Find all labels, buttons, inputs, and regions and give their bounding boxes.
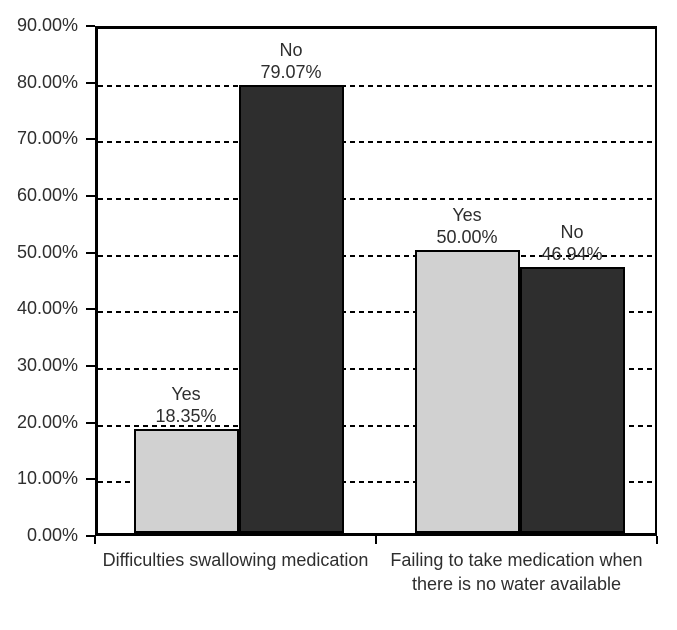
gridline-50 bbox=[98, 254, 655, 257]
y-tick-mark bbox=[86, 478, 95, 481]
gridline-20 bbox=[98, 424, 655, 427]
y-tick-label: 40.00% bbox=[16, 298, 78, 319]
bar-value-label: Yes 18.35% bbox=[111, 383, 261, 427]
gridline-70 bbox=[98, 141, 655, 144]
gridline-40 bbox=[98, 311, 655, 314]
bar-value: 79.07% bbox=[260, 61, 322, 82]
y-tick-label: 0.00% bbox=[26, 525, 78, 545]
x-tick-mark bbox=[656, 536, 658, 544]
gridline-10 bbox=[98, 481, 655, 484]
x-tick-mark bbox=[375, 536, 377, 544]
gridline-30 bbox=[98, 368, 655, 370]
y-tick-mark bbox=[86, 25, 95, 27]
bar-no-1 bbox=[238, 84, 344, 533]
y-tick-mark bbox=[86, 308, 95, 311]
y-tick-mark bbox=[86, 81, 95, 84]
bar-no-2 bbox=[519, 267, 625, 533]
x-category-label: Failing to take medication when there is… bbox=[390, 550, 643, 594]
y-tick-label: 70.00% bbox=[16, 128, 78, 149]
y-tick-label: 80.00% bbox=[16, 71, 78, 92]
bar-series-name: No bbox=[560, 222, 584, 243]
bar-series-name: Yes bbox=[171, 384, 201, 405]
bar-series-name: No bbox=[279, 39, 303, 60]
bar-value-label: No 79.07% bbox=[216, 39, 366, 83]
gridline-60 bbox=[98, 198, 655, 200]
y-tick-label: 60.00% bbox=[16, 185, 78, 205]
x-category-label: Difficulties swallowing medication bbox=[102, 550, 369, 570]
bar-value: 18.35% bbox=[155, 406, 217, 427]
y-tick-label: 20.00% bbox=[16, 411, 78, 432]
bar-yes-1 bbox=[133, 429, 239, 533]
bar-series-name: Yes bbox=[452, 204, 482, 225]
y-tick-label: 10.00% bbox=[16, 468, 78, 489]
bar-value-label: No 46.94% bbox=[497, 221, 647, 265]
bar-value: 46.94% bbox=[541, 244, 603, 265]
y-tick-mark bbox=[86, 138, 95, 141]
y-tick-mark bbox=[86, 365, 95, 367]
gridline-80 bbox=[98, 84, 655, 87]
x-tick-mark bbox=[94, 536, 96, 544]
bar-value-label: Yes 50.00% bbox=[392, 204, 542, 248]
y-tick-mark bbox=[86, 195, 95, 197]
y-tick-mark bbox=[86, 251, 95, 254]
y-tick-label: 30.00% bbox=[16, 355, 78, 375]
y-tick-label: 90.00% bbox=[16, 15, 78, 35]
y-tick-mark bbox=[86, 535, 95, 537]
y-tick-mark bbox=[86, 421, 95, 424]
y-tick-label: 50.00% bbox=[16, 241, 78, 262]
bar-value: 50.00% bbox=[436, 226, 498, 247]
plot-area: Yes 18.35% No 79.07% Yes 50.00% No 46.94% bbox=[95, 26, 657, 536]
bar-yes-2 bbox=[414, 249, 520, 533]
